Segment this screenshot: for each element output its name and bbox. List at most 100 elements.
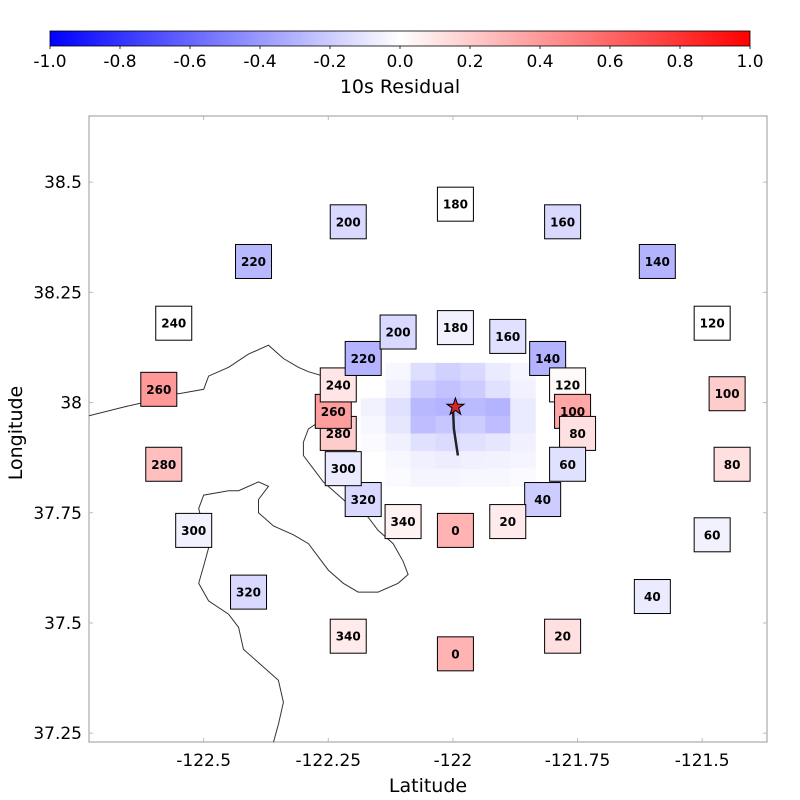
station-label: 340 [336, 630, 361, 644]
station-marker: 20 [489, 504, 527, 540]
station-box [544, 618, 582, 654]
y-tick-label: 37.75 [33, 504, 82, 524]
station-marker: 80 [713, 446, 751, 482]
station-label: 200 [386, 326, 411, 340]
station-box [384, 504, 422, 540]
x-axis-label: Latitude [389, 775, 467, 797]
grid-cell [485, 433, 511, 452]
station-label: 260 [146, 383, 171, 397]
station-box [329, 618, 367, 654]
station-marker: 0 [436, 512, 474, 548]
station-marker: 120 [693, 305, 731, 341]
grid-cell [435, 362, 462, 382]
station-marker: 60 [549, 446, 587, 482]
grid-cell [485, 451, 511, 470]
grid-cell [435, 415, 462, 435]
station-box [524, 482, 562, 518]
colorbar-tick-label: 0.4 [526, 52, 553, 72]
y-axis-ticks: 38.5 38.25 38 37.75 37.5 37.25 [33, 173, 767, 744]
grid-cell [435, 451, 462, 470]
station-marker: 180 [436, 310, 474, 346]
station-label: 140 [645, 255, 670, 269]
station-marker: 300 [324, 451, 362, 487]
station-box [436, 310, 474, 346]
grid-cell [385, 451, 412, 470]
x-tick-label: -122.5 [176, 751, 231, 771]
station-label: 240 [161, 317, 186, 331]
station-label: 220 [241, 255, 266, 269]
station-marker: 260 [314, 393, 352, 429]
colorbar-label: 10s Residual [340, 76, 460, 98]
grid-cell [385, 415, 412, 435]
station-marker: 280 [319, 415, 357, 451]
station-label: 280 [326, 427, 351, 441]
colorbar: -1.0 -0.8 -0.6 -0.4 -0.2 0.0 0.2 0.4 0.6 0.8 1.0 1… [33, 30, 764, 98]
grid-cell [360, 433, 387, 452]
grid-cell [410, 433, 437, 452]
colorbar-tick-label: 0.8 [666, 52, 693, 72]
station-box [145, 446, 183, 482]
coastline [89, 344, 409, 742]
grid-cell [460, 451, 486, 470]
station-marker: 220 [235, 243, 273, 279]
colorbar-tick-label: -1.0 [33, 52, 66, 72]
grid-cell [510, 398, 536, 417]
station-markers: 1801601401201008060402003403203002802602… [140, 186, 751, 672]
station-label: 120 [700, 317, 725, 331]
grid-cell [385, 398, 412, 417]
station-marker: 200 [329, 204, 367, 240]
grid-cell [510, 380, 536, 399]
grid-cell [410, 398, 437, 417]
station-marker: 60 [693, 517, 731, 553]
station-box [693, 305, 731, 341]
grid-cell [385, 380, 412, 399]
station-marker: 0 [436, 636, 474, 672]
grid-cell [510, 415, 536, 435]
station-marker: 160 [544, 204, 582, 240]
station-label: 100 [715, 387, 740, 401]
station-box [140, 371, 178, 407]
station-marker: 320 [230, 574, 268, 610]
station-label: 40 [644, 590, 661, 604]
grid-cell [410, 380, 437, 399]
station-marker: 260 [140, 371, 178, 407]
station-label: 240 [326, 378, 351, 392]
grid-cell [485, 468, 511, 487]
station-box [329, 204, 367, 240]
colorbar-tick-label: -0.2 [313, 52, 346, 72]
y-tick-label: 38.25 [33, 283, 82, 303]
colorbar-tick-label: 1.0 [736, 52, 763, 72]
grid-cell [385, 468, 412, 487]
x-tick-label: -122 [434, 751, 473, 771]
y-axis-label: Longitude [5, 386, 27, 481]
station-box [344, 340, 382, 376]
station-label: 80 [724, 458, 741, 472]
station-marker: 300 [175, 512, 213, 548]
fault-trace [451, 406, 460, 456]
colorbar-tick-label: -0.8 [103, 52, 136, 72]
grid-cell [510, 451, 536, 470]
station-box [436, 636, 474, 672]
grid-cell [410, 468, 437, 487]
station-marker: 240 [155, 305, 193, 341]
station-label: 40 [534, 493, 551, 507]
station-box [693, 517, 731, 553]
grid-cell [410, 451, 437, 470]
station-box [235, 243, 273, 279]
grid-cell [460, 468, 486, 487]
grid-cell [510, 433, 536, 452]
grid-cell [435, 380, 462, 399]
station-label: 140 [535, 352, 560, 366]
station-box [708, 376, 746, 412]
station-marker: 340 [329, 618, 367, 654]
station-box [175, 512, 213, 548]
station-marker: 280 [145, 446, 183, 482]
grid-cell [460, 362, 486, 382]
x-tick-label: -122.25 [295, 751, 361, 771]
grid-cell [485, 362, 511, 382]
station-label: 280 [151, 458, 176, 472]
x-tick-label: -121.75 [545, 751, 611, 771]
grid-cell [410, 362, 437, 382]
grid-cell [460, 380, 486, 399]
